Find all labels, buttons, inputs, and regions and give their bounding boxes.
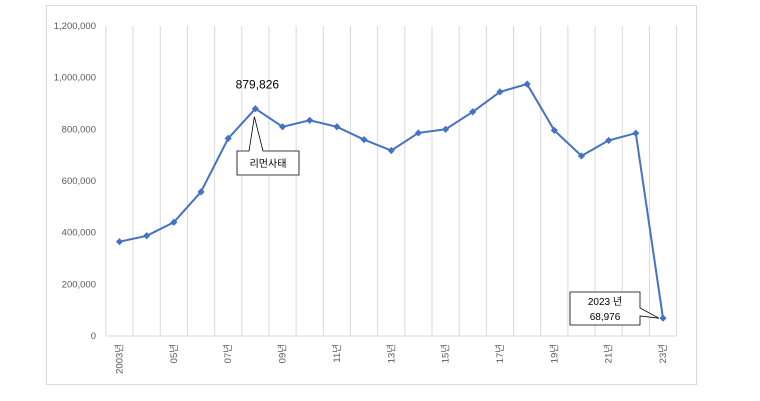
peak-value-label: 879,826 bbox=[236, 78, 280, 92]
data-point bbox=[143, 232, 151, 240]
data-point bbox=[550, 126, 558, 134]
lehman-callout-text: 리먼사태 bbox=[250, 158, 287, 170]
data-point bbox=[577, 152, 586, 160]
last-year-label: 2023 년 bbox=[588, 296, 622, 308]
data-point bbox=[605, 136, 613, 145]
x-tick-label: 19년 bbox=[549, 344, 560, 363]
series-line bbox=[119, 82, 664, 319]
data-point bbox=[170, 218, 178, 226]
x-tick-label: 21년 bbox=[604, 344, 615, 363]
data-point bbox=[197, 188, 205, 196]
data-point bbox=[306, 116, 314, 124]
data-point bbox=[333, 123, 341, 131]
x-axis-ticks: 2003년 05년 07년 09년 11년 13년 15년 17년 19년 21년 23년 bbox=[115, 344, 670, 374]
x-tick-label: 17년 bbox=[495, 344, 506, 363]
data-point bbox=[442, 125, 450, 133]
x-tick-label: 11년 bbox=[332, 344, 343, 363]
x-tick-label: 07년 bbox=[223, 344, 234, 363]
last-value-callout: 2023 년 68,976 bbox=[569, 291, 660, 326]
x-tick-label: 15년 bbox=[441, 344, 452, 363]
y-tick-label: 600,000 bbox=[62, 176, 96, 187]
gridlines bbox=[105, 26, 678, 337]
data-point bbox=[496, 88, 504, 96]
data-point bbox=[360, 136, 368, 144]
y-tick-label: 200,000 bbox=[62, 279, 96, 290]
y-tick-label: 400,000 bbox=[62, 228, 96, 239]
x-tick-label: 09년 bbox=[278, 344, 289, 363]
data-point bbox=[224, 134, 232, 142]
data-point bbox=[469, 108, 477, 116]
x-tick-label: 23년 bbox=[658, 344, 669, 363]
last-value-callout-box bbox=[569, 291, 660, 326]
y-tick-label: 800,000 bbox=[62, 124, 96, 135]
data-point bbox=[115, 238, 124, 246]
x-tick-label: 13년 bbox=[386, 344, 397, 363]
y-tick-label: 1,000,000 bbox=[54, 73, 96, 84]
y-tick-label: 1,200,000 bbox=[54, 21, 96, 32]
data-point bbox=[414, 129, 423, 137]
data-point bbox=[387, 146, 395, 155]
lehman-callout-box bbox=[236, 116, 300, 176]
last-value-label: 68,976 bbox=[590, 312, 621, 323]
y-tick-label: 0 bbox=[91, 331, 96, 342]
data-markers bbox=[115, 80, 667, 322]
x-tick-label: 05년 bbox=[169, 344, 180, 363]
data-point bbox=[659, 314, 667, 322]
y-axis-ticks: 0 200,000 400,000 600,000 800,000 1,000,000 1,… bbox=[54, 21, 96, 342]
data-point bbox=[251, 105, 259, 113]
data-point bbox=[523, 80, 531, 88]
x-tick-label: 2003년 bbox=[115, 344, 126, 374]
data-point bbox=[278, 123, 287, 131]
lehman-callout: 리먼사태 bbox=[236, 116, 300, 176]
data-point bbox=[632, 129, 640, 137]
